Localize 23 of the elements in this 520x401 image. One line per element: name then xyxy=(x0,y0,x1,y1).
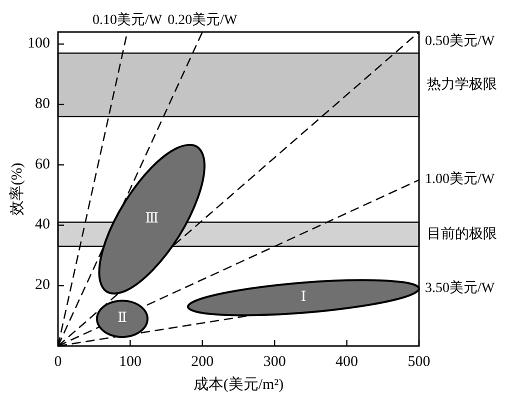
y-tick-label: 100 xyxy=(28,36,50,52)
series-label: Ⅰ xyxy=(300,290,306,305)
x-tick-label: 400 xyxy=(336,354,358,370)
x-tick-label: 100 xyxy=(118,354,142,370)
series-label: 0.50美元/W xyxy=(425,33,496,50)
y-tick-label: 40 xyxy=(35,216,50,233)
series-label: 0.10美元/W xyxy=(92,12,163,28)
y-tick-label: 60 xyxy=(35,156,50,172)
x-tick-label: 300 xyxy=(263,354,286,370)
band-label: 热力学极限 xyxy=(427,76,497,93)
band-label: 目前的极限 xyxy=(427,226,497,242)
y-tick-label: 20 xyxy=(35,277,50,294)
x-axis-title: 成本(美元/m²) xyxy=(193,376,284,393)
series-label: 0.20美元/W xyxy=(168,12,238,28)
series-label: Ⅱ xyxy=(118,311,128,326)
y-axis-title: 效率(%) xyxy=(8,162,26,216)
x-tick-label: 200 xyxy=(191,354,214,370)
series-label: 3.50美元/W xyxy=(425,280,496,296)
x-tick-label: 500 xyxy=(408,354,430,370)
series-label: 1.00美元/W xyxy=(425,171,496,188)
x-tick-label: 0 xyxy=(54,354,62,370)
y-tick-label: 80 xyxy=(35,96,50,112)
series-label: Ⅲ xyxy=(145,211,159,226)
